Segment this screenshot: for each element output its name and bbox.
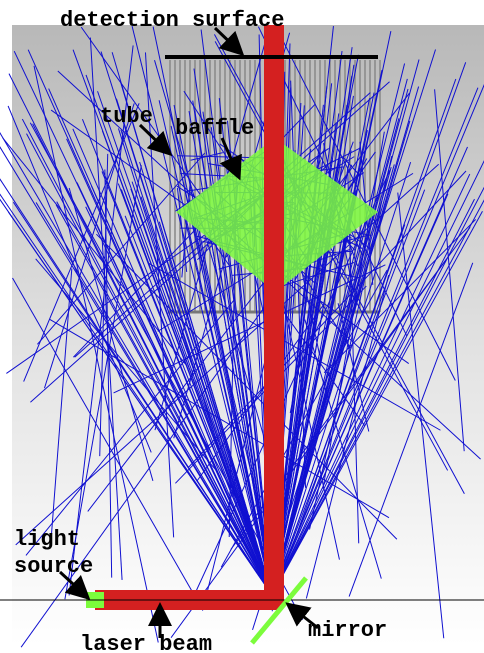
- label-baffle: baffle: [175, 116, 254, 141]
- label-source: source: [14, 554, 93, 579]
- label-laser-beam: laser beam: [80, 632, 212, 653]
- label-mirror: mirror: [308, 618, 387, 643]
- laser-beam-vertical: [264, 25, 284, 605]
- label-detection-surface: detection surface: [60, 8, 284, 33]
- label-tube: tube: [100, 104, 153, 129]
- label-light: light: [14, 527, 80, 552]
- optical-diagram: detection surface tube baffle light sour…: [0, 0, 484, 653]
